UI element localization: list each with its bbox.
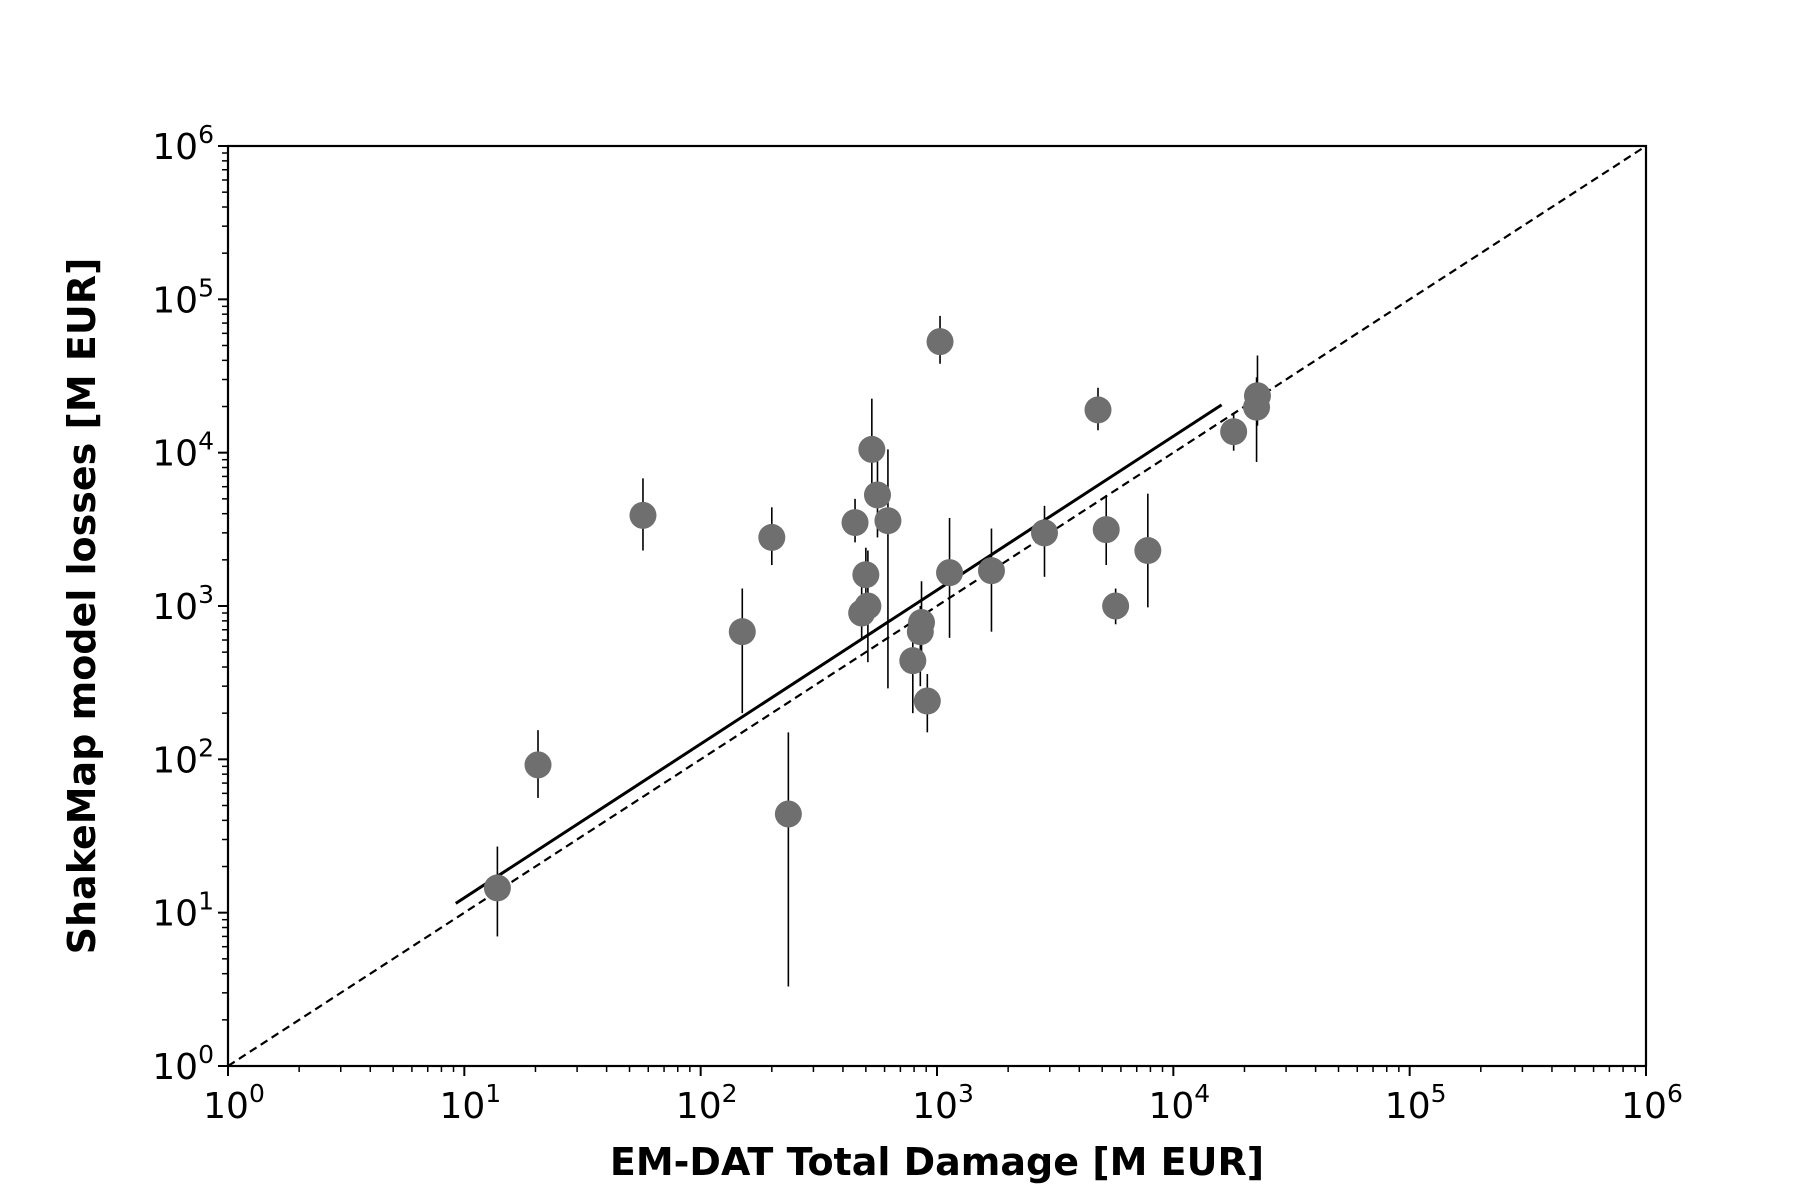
data-point bbox=[854, 592, 882, 620]
data-point bbox=[858, 435, 886, 463]
x-tick-label: 103 bbox=[912, 1079, 974, 1127]
tick-label-base: 10 bbox=[1385, 1086, 1431, 1127]
y-tick-label: 100 bbox=[152, 1040, 214, 1088]
tick-label-exponent: 3 bbox=[958, 1079, 974, 1108]
tick-label-base: 10 bbox=[152, 740, 198, 781]
data-point bbox=[728, 618, 756, 646]
data-point bbox=[908, 609, 936, 637]
y-tick-label: 102 bbox=[152, 733, 214, 781]
data-point bbox=[841, 509, 869, 537]
data-point bbox=[1102, 592, 1130, 620]
tick-label-exponent: 4 bbox=[198, 427, 214, 456]
data-point bbox=[899, 647, 927, 675]
data-point bbox=[936, 559, 964, 587]
x-tick-label: 101 bbox=[439, 1079, 501, 1127]
data-point bbox=[926, 328, 954, 356]
tick-label-base: 10 bbox=[676, 1086, 722, 1127]
y-tick-label: 104 bbox=[152, 427, 214, 475]
y-tick-label: 105 bbox=[152, 273, 214, 321]
tick-label-base: 10 bbox=[203, 1086, 249, 1127]
data-point bbox=[524, 751, 552, 779]
tick-label-exponent: 2 bbox=[722, 1079, 738, 1108]
x-tick-label: 104 bbox=[1148, 1079, 1210, 1127]
y-tick-label: 103 bbox=[152, 580, 214, 628]
data-point bbox=[629, 501, 657, 529]
tick-label-base: 10 bbox=[912, 1086, 958, 1127]
tick-label-exponent: 1 bbox=[485, 1079, 501, 1108]
y-axis-label: ShakeMap model losses [M EUR] bbox=[60, 258, 104, 955]
data-point bbox=[1134, 537, 1162, 565]
tick-label-exponent: 5 bbox=[1431, 1079, 1447, 1108]
x-tick-label: 100 bbox=[203, 1079, 265, 1127]
tick-label-base: 10 bbox=[152, 587, 198, 628]
tick-label-base: 10 bbox=[439, 1086, 485, 1127]
x-tick-label: 102 bbox=[676, 1079, 738, 1127]
tick-label-exponent: 1 bbox=[198, 887, 214, 916]
data-point bbox=[483, 874, 511, 902]
tick-label-base: 10 bbox=[152, 280, 198, 321]
fit-line bbox=[454, 403, 1223, 905]
data-point bbox=[852, 561, 880, 589]
plot-area bbox=[227, 145, 1647, 1067]
x-axis-label: EM-DAT Total Damage [M EUR] bbox=[610, 1140, 1264, 1184]
tick-label-base: 10 bbox=[152, 434, 198, 475]
tick-label-exponent: 6 bbox=[198, 120, 214, 149]
data-point bbox=[863, 481, 891, 509]
tick-label-exponent: 4 bbox=[1194, 1079, 1210, 1108]
tick-label-exponent: 3 bbox=[198, 580, 214, 609]
y-tick-label: 101 bbox=[152, 887, 214, 935]
tick-label-base: 10 bbox=[152, 894, 198, 935]
data-point bbox=[1030, 519, 1058, 547]
data-point bbox=[874, 507, 902, 535]
tick-label-base: 10 bbox=[152, 127, 198, 168]
identity-line bbox=[227, 145, 1647, 1067]
tick-label-base: 10 bbox=[152, 1047, 198, 1088]
tick-label-exponent: 0 bbox=[198, 1040, 214, 1069]
axis-ticks: 100 101 102 103 104 105 1061001011021031041051… bbox=[152, 120, 1683, 1127]
data-point bbox=[774, 800, 802, 828]
tick-label-base: 10 bbox=[1621, 1086, 1667, 1127]
x-tick-label: 105 bbox=[1385, 1079, 1447, 1127]
data-point bbox=[1243, 382, 1271, 410]
data-point bbox=[758, 523, 786, 551]
y-tick-label: 106 bbox=[152, 120, 214, 168]
tick-label-base: 10 bbox=[1148, 1086, 1194, 1127]
data-point bbox=[1084, 396, 1112, 424]
tick-label-exponent: 5 bbox=[198, 273, 214, 302]
data-point bbox=[1092, 516, 1120, 544]
tick-label-exponent: 0 bbox=[249, 1079, 265, 1108]
x-tick-label: 106 bbox=[1621, 1079, 1683, 1127]
tick-label-exponent: 6 bbox=[1667, 1079, 1683, 1108]
data-point bbox=[913, 687, 941, 715]
data-point bbox=[977, 557, 1005, 585]
tick-label-exponent: 2 bbox=[198, 733, 214, 762]
data-point bbox=[1220, 418, 1248, 446]
